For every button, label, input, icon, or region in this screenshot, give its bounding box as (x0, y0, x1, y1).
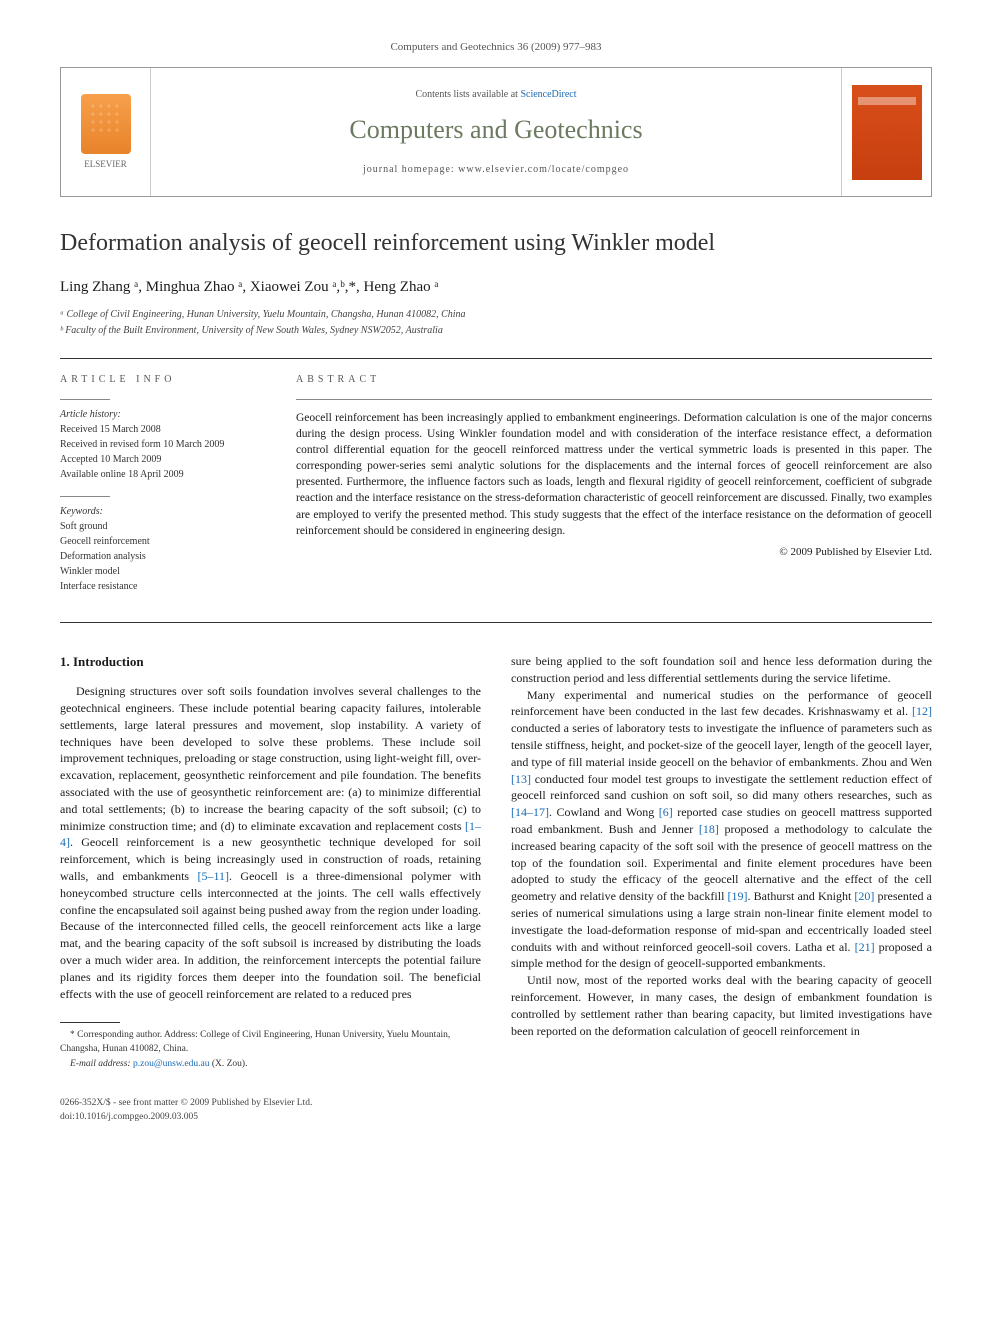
text-run: Many experimental and numerical studies … (511, 688, 932, 719)
text-run: Designing structures over soft soils fou… (60, 684, 481, 832)
ref-link[interactable]: [12] (912, 704, 932, 718)
history-accepted: Accepted 10 March 2009 (60, 453, 264, 467)
intro-paragraph-1: Designing structures over soft soils fou… (60, 683, 481, 1002)
intro-paragraph-1-cont: sure being applied to the soft foundatio… (511, 653, 932, 687)
footnote-separator (60, 1022, 120, 1023)
email-note: E-mail address: p.zou@unsw.edu.au (X. Zo… (60, 1058, 481, 1071)
intro-paragraph-3: Until now, most of the reported works de… (511, 972, 932, 1039)
contents-line: Contents lists available at ScienceDirec… (415, 88, 576, 102)
authors-line: Ling Zhang ᵃ, Minghua Zhao ᵃ, Xiaowei Zo… (60, 277, 932, 298)
journal-center: Contents lists available at ScienceDirec… (151, 68, 841, 196)
body-column-left: 1. Introduction Designing structures ove… (60, 653, 481, 1073)
ref-link[interactable]: [20] (854, 889, 874, 903)
history-online: Available online 18 April 2009 (60, 468, 264, 482)
journal-masthead: ELSEVIER Contents lists available at Sci… (60, 67, 932, 197)
publisher-name: ELSEVIER (84, 158, 127, 171)
ref-link[interactable]: [5–11] (197, 869, 229, 883)
affiliation-b: ᵇ Faculty of the Built Environment, Univ… (60, 324, 932, 338)
ref-link[interactable]: [21] (855, 940, 875, 954)
ref-link[interactable]: [6] (659, 805, 673, 819)
body-columns: 1. Introduction Designing structures ove… (60, 653, 932, 1073)
abstract-column: ABSTRACT Geocell reinforcement has been … (280, 359, 932, 622)
ref-link[interactable]: [13] (511, 772, 531, 786)
keyword: Winkler model (60, 565, 264, 579)
abstract-label: ABSTRACT (296, 373, 932, 387)
intro-paragraph-2: Many experimental and numerical studies … (511, 687, 932, 973)
keyword: Interface resistance (60, 580, 264, 594)
article-info-column: ARTICLE INFO Article history: Received 1… (60, 359, 280, 622)
article-history: Article history: Received 15 March 2008 … (60, 408, 264, 482)
journal-cover (841, 68, 931, 196)
text-run: conducted four model test groups to inve… (511, 772, 932, 803)
ref-link[interactable]: [19] (728, 889, 748, 903)
history-received: Received 15 March 2008 (60, 423, 264, 437)
cover-thumbnail-icon (852, 85, 922, 180)
keywords-block: Keywords: Soft ground Geocell reinforcem… (60, 505, 264, 594)
text-run: . Cowland and Wong (549, 805, 659, 819)
info-abstract-block: ARTICLE INFO Article history: Received 1… (60, 358, 932, 623)
email-link[interactable]: p.zou@unsw.edu.au (133, 1059, 209, 1069)
abstract-copyright: © 2009 Published by Elsevier Ltd. (296, 545, 932, 560)
abstract-text: Geocell reinforcement has been increasin… (296, 410, 932, 539)
email-suffix: (X. Zou). (212, 1059, 248, 1069)
corresponding-author-note: * Corresponding author. Address: College… (60, 1029, 481, 1056)
journal-name: Computers and Geotechnics (349, 112, 642, 148)
info-rule (60, 399, 110, 400)
keyword: Geocell reinforcement (60, 535, 264, 549)
article-info-label: ARTICLE INFO (60, 373, 264, 387)
info-rule (60, 496, 110, 497)
history-title: Article history: (60, 408, 264, 422)
article-title: Deformation analysis of geocell reinforc… (60, 227, 932, 261)
footnotes: * Corresponding author. Address: College… (60, 1029, 481, 1071)
affiliation-a: ᵃ College of Civil Engineering, Hunan Un… (60, 308, 932, 322)
keywords-title: Keywords: (60, 505, 264, 519)
keyword: Soft ground (60, 520, 264, 534)
text-run: conducted a series of laboratory tests t… (511, 721, 932, 769)
homepage-url[interactable]: www.elsevier.com/locate/compgeo (458, 164, 629, 175)
history-revised: Received in revised form 10 March 2009 (60, 438, 264, 452)
ref-link[interactable]: [18] (699, 822, 719, 836)
homepage-prefix: journal homepage: (363, 164, 458, 175)
elsevier-tree-icon (81, 94, 131, 154)
text-run: . Geocell is a three-dimensional polymer… (60, 869, 481, 1001)
section-1-heading: 1. Introduction (60, 653, 481, 671)
contents-prefix: Contents lists available at (415, 89, 520, 100)
keyword: Deformation analysis (60, 550, 264, 564)
footer-front-matter: 0266-352X/$ - see front matter © 2009 Pu… (60, 1097, 932, 1110)
header-citation: Computers and Geotechnics 36 (2009) 977–… (60, 40, 932, 55)
footer-doi: doi:10.1016/j.compgeo.2009.03.005 (60, 1111, 932, 1124)
journal-homepage: journal homepage: www.elsevier.com/locat… (363, 163, 629, 177)
email-label: E-mail address: (70, 1059, 131, 1069)
sciencedirect-link[interactable]: ScienceDirect (520, 89, 576, 100)
ref-link[interactable]: [14–17] (511, 805, 549, 819)
page-footer: 0266-352X/$ - see front matter © 2009 Pu… (60, 1097, 932, 1124)
affiliations: ᵃ College of Civil Engineering, Hunan Un… (60, 308, 932, 338)
abstract-rule (296, 399, 932, 400)
text-run: . Bathurst and Knight (748, 889, 855, 903)
body-column-right: sure being applied to the soft foundatio… (511, 653, 932, 1073)
publisher-logo: ELSEVIER (61, 68, 151, 196)
